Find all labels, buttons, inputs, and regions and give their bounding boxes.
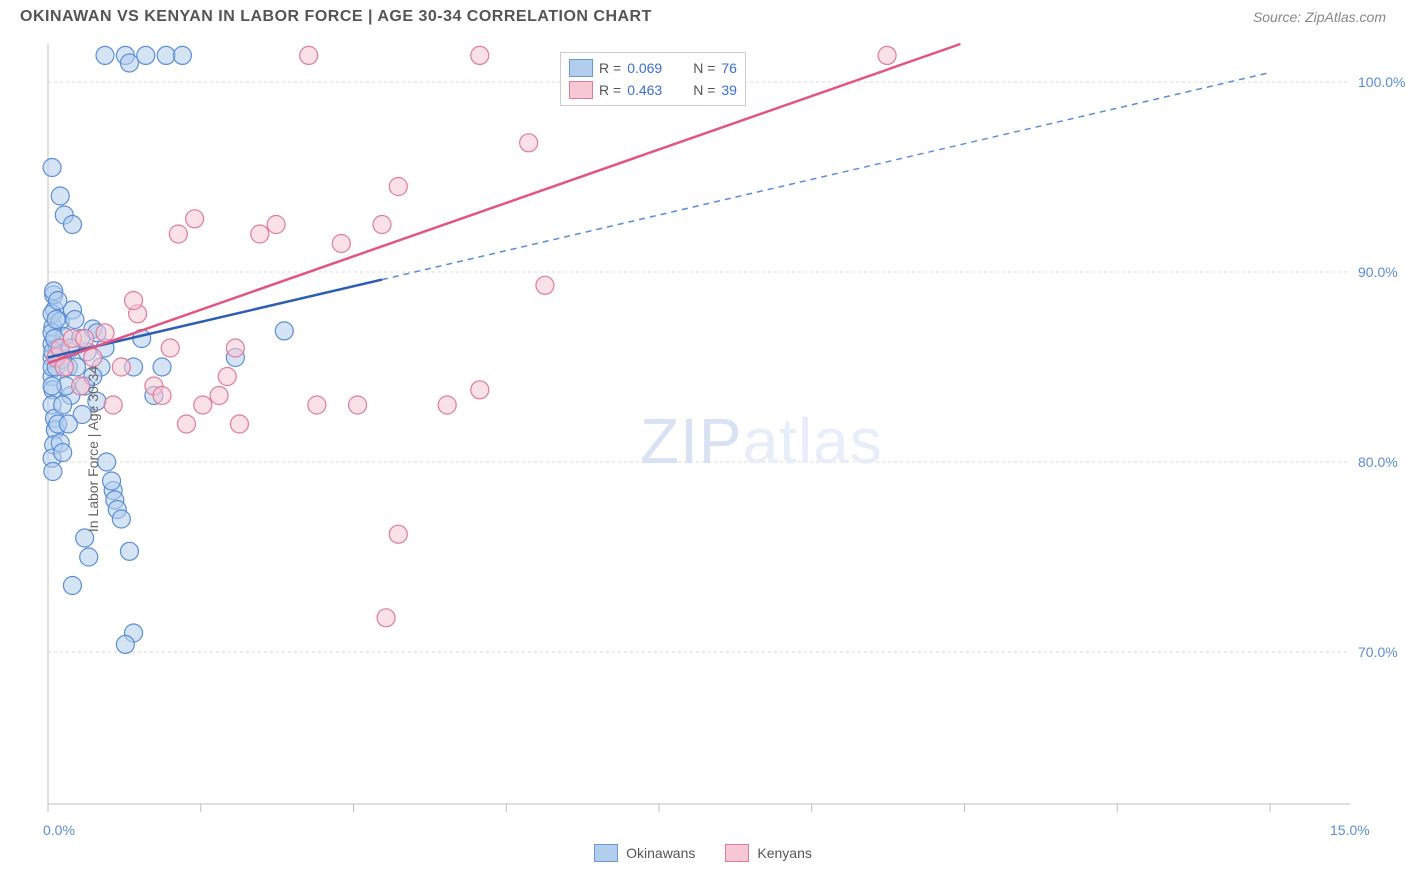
corr-swatch <box>569 59 593 77</box>
scatter-point-okinawans <box>63 216 81 234</box>
chart-title: OKINAWAN VS KENYAN IN LABOR FORCE | AGE … <box>20 8 652 26</box>
corr-n-label: N = <box>693 82 715 98</box>
scatter-point-okinawans <box>54 396 72 414</box>
scatter-point-okinawans <box>173 46 191 64</box>
scatter-point-kenyans <box>169 225 187 243</box>
scatter-point-okinawans <box>275 322 293 340</box>
scatter-point-kenyans <box>389 178 407 196</box>
scatter-point-kenyans <box>332 235 350 253</box>
chart-container: In Labor Force | Age 30-34 ZIPatlas 70.0… <box>0 34 1406 864</box>
scatter-point-kenyans <box>112 358 130 376</box>
scatter-point-okinawans <box>51 187 69 205</box>
scatter-point-kenyans <box>389 525 407 543</box>
legend-label-kenyans: Kenyans <box>757 845 811 861</box>
scatter-point-okinawans <box>157 46 175 64</box>
legend-swatch-kenyans <box>725 844 749 862</box>
source-attribution: Source: ZipAtlas.com <box>1253 9 1386 25</box>
scatter-point-kenyans <box>536 276 554 294</box>
scatter-point-kenyans <box>377 609 395 627</box>
scatter-point-kenyans <box>438 396 456 414</box>
scatter-point-okinawans <box>112 510 130 528</box>
scatter-point-okinawans <box>116 635 134 653</box>
scatter-point-okinawans <box>47 311 65 329</box>
trendline-ext-okinawans <box>382 73 1270 280</box>
scatter-point-okinawans <box>137 46 155 64</box>
legend-item-kenyans: Kenyans <box>725 844 811 862</box>
scatter-point-okinawans <box>66 311 84 329</box>
scatter-point-kenyans <box>153 387 171 405</box>
scatter-point-kenyans <box>76 330 94 348</box>
corr-n-value: 76 <box>721 60 737 76</box>
scatter-point-kenyans <box>520 134 538 152</box>
scatter-point-kenyans <box>186 210 204 228</box>
scatter-point-kenyans <box>226 339 244 357</box>
corr-r-label: R = <box>599 60 621 76</box>
scatter-point-kenyans <box>471 46 489 64</box>
trendline-kenyans <box>48 44 960 363</box>
scatter-point-kenyans <box>194 396 212 414</box>
scatter-point-kenyans <box>308 396 326 414</box>
scatter-chart: 70.0% 80.0% 90.0% 100.0% <box>0 34 1406 864</box>
scatter-point-okinawans <box>103 472 121 490</box>
corr-r-value: 0.463 <box>627 82 677 98</box>
legend-swatch-okinawans <box>594 844 618 862</box>
scatter-point-kenyans <box>125 292 143 310</box>
y-tick-label: 100.0% <box>1358 74 1405 90</box>
scatter-point-kenyans <box>210 387 228 405</box>
y-tick-label: 90.0% <box>1358 264 1398 280</box>
legend-label-okinawans: Okinawans <box>626 845 695 861</box>
x-axis-min-label: 0.0% <box>43 822 75 838</box>
x-axis-max-label: 15.0% <box>1330 822 1370 838</box>
corr-swatch <box>569 81 593 99</box>
y-tick-label: 80.0% <box>1358 454 1398 470</box>
source-name: ZipAtlas.com <box>1305 9 1386 25</box>
corr-legend-row: R = 0.463 N = 39 <box>569 79 737 101</box>
scatter-point-okinawans <box>120 542 138 560</box>
scatter-point-okinawans <box>43 377 61 395</box>
corr-n-value: 39 <box>721 82 737 98</box>
chart-header: OKINAWAN VS KENYAN IN LABOR FORCE | AGE … <box>0 0 1406 34</box>
y-tick-label: 70.0% <box>1358 644 1398 660</box>
scatter-point-okinawans <box>49 292 67 310</box>
correlation-legend: R = 0.069 N = 76 R = 0.463 N = 39 <box>560 52 746 106</box>
scatter-point-kenyans <box>104 396 122 414</box>
scatter-point-okinawans <box>44 463 62 481</box>
scatter-point-okinawans <box>59 415 77 433</box>
scatter-point-kenyans <box>230 415 248 433</box>
scatter-point-okinawans <box>43 159 61 177</box>
scatter-point-kenyans <box>300 46 318 64</box>
source-prefix: Source: <box>1253 9 1305 25</box>
scatter-point-kenyans <box>267 216 285 234</box>
scatter-point-okinawans <box>54 444 72 462</box>
scatter-point-kenyans <box>471 381 489 399</box>
corr-r-value: 0.069 <box>627 60 677 76</box>
scatter-point-okinawans <box>96 46 114 64</box>
scatter-point-okinawans <box>63 577 81 595</box>
series-legend: Okinawans Kenyans <box>0 844 1406 862</box>
scatter-point-kenyans <box>251 225 269 243</box>
y-axis-label: In Labor Force | Age 30-34 <box>85 366 101 532</box>
scatter-point-kenyans <box>177 415 195 433</box>
scatter-point-kenyans <box>161 339 179 357</box>
scatter-point-kenyans <box>349 396 367 414</box>
scatter-point-kenyans <box>373 216 391 234</box>
scatter-point-okinawans <box>153 358 171 376</box>
scatter-point-kenyans <box>218 368 236 386</box>
corr-r-label: R = <box>599 82 621 98</box>
scatter-point-okinawans <box>80 548 98 566</box>
corr-legend-row: R = 0.069 N = 76 <box>569 57 737 79</box>
scatter-point-kenyans <box>878 46 896 64</box>
scatter-point-okinawans <box>120 54 138 72</box>
corr-n-label: N = <box>693 60 715 76</box>
scatter-point-kenyans <box>96 324 114 342</box>
legend-item-okinawans: Okinawans <box>594 844 695 862</box>
scatter-point-kenyans <box>84 349 102 367</box>
